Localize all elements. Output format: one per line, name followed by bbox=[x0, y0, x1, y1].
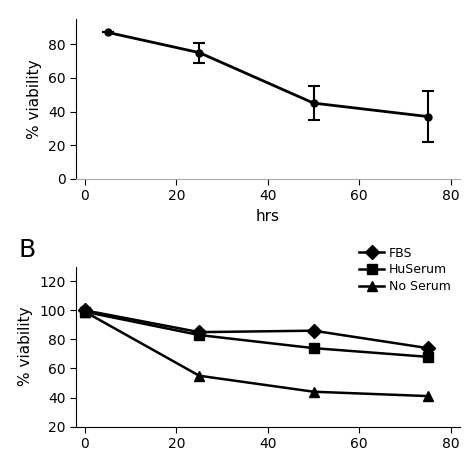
No Serum bbox=[196, 373, 202, 379]
Legend: FBS, HuSerum, No Serum: FBS, HuSerum, No Serum bbox=[356, 244, 454, 296]
Line: No Serum: No Serum bbox=[80, 307, 433, 401]
No Serum bbox=[82, 309, 88, 315]
No Serum bbox=[310, 389, 316, 394]
No Serum bbox=[425, 393, 430, 399]
FBS bbox=[425, 345, 430, 351]
Y-axis label: % viability: % viability bbox=[27, 59, 42, 139]
FBS bbox=[196, 329, 202, 335]
FBS bbox=[82, 308, 88, 313]
Line: FBS: FBS bbox=[80, 305, 433, 353]
X-axis label: hrs: hrs bbox=[256, 209, 280, 224]
Text: B: B bbox=[18, 238, 36, 262]
HuSerum bbox=[82, 309, 88, 315]
HuSerum bbox=[196, 332, 202, 338]
Y-axis label: % viability: % viability bbox=[18, 307, 34, 386]
FBS bbox=[310, 328, 316, 334]
HuSerum bbox=[425, 354, 430, 360]
Line: HuSerum: HuSerum bbox=[80, 307, 433, 362]
HuSerum bbox=[310, 345, 316, 351]
